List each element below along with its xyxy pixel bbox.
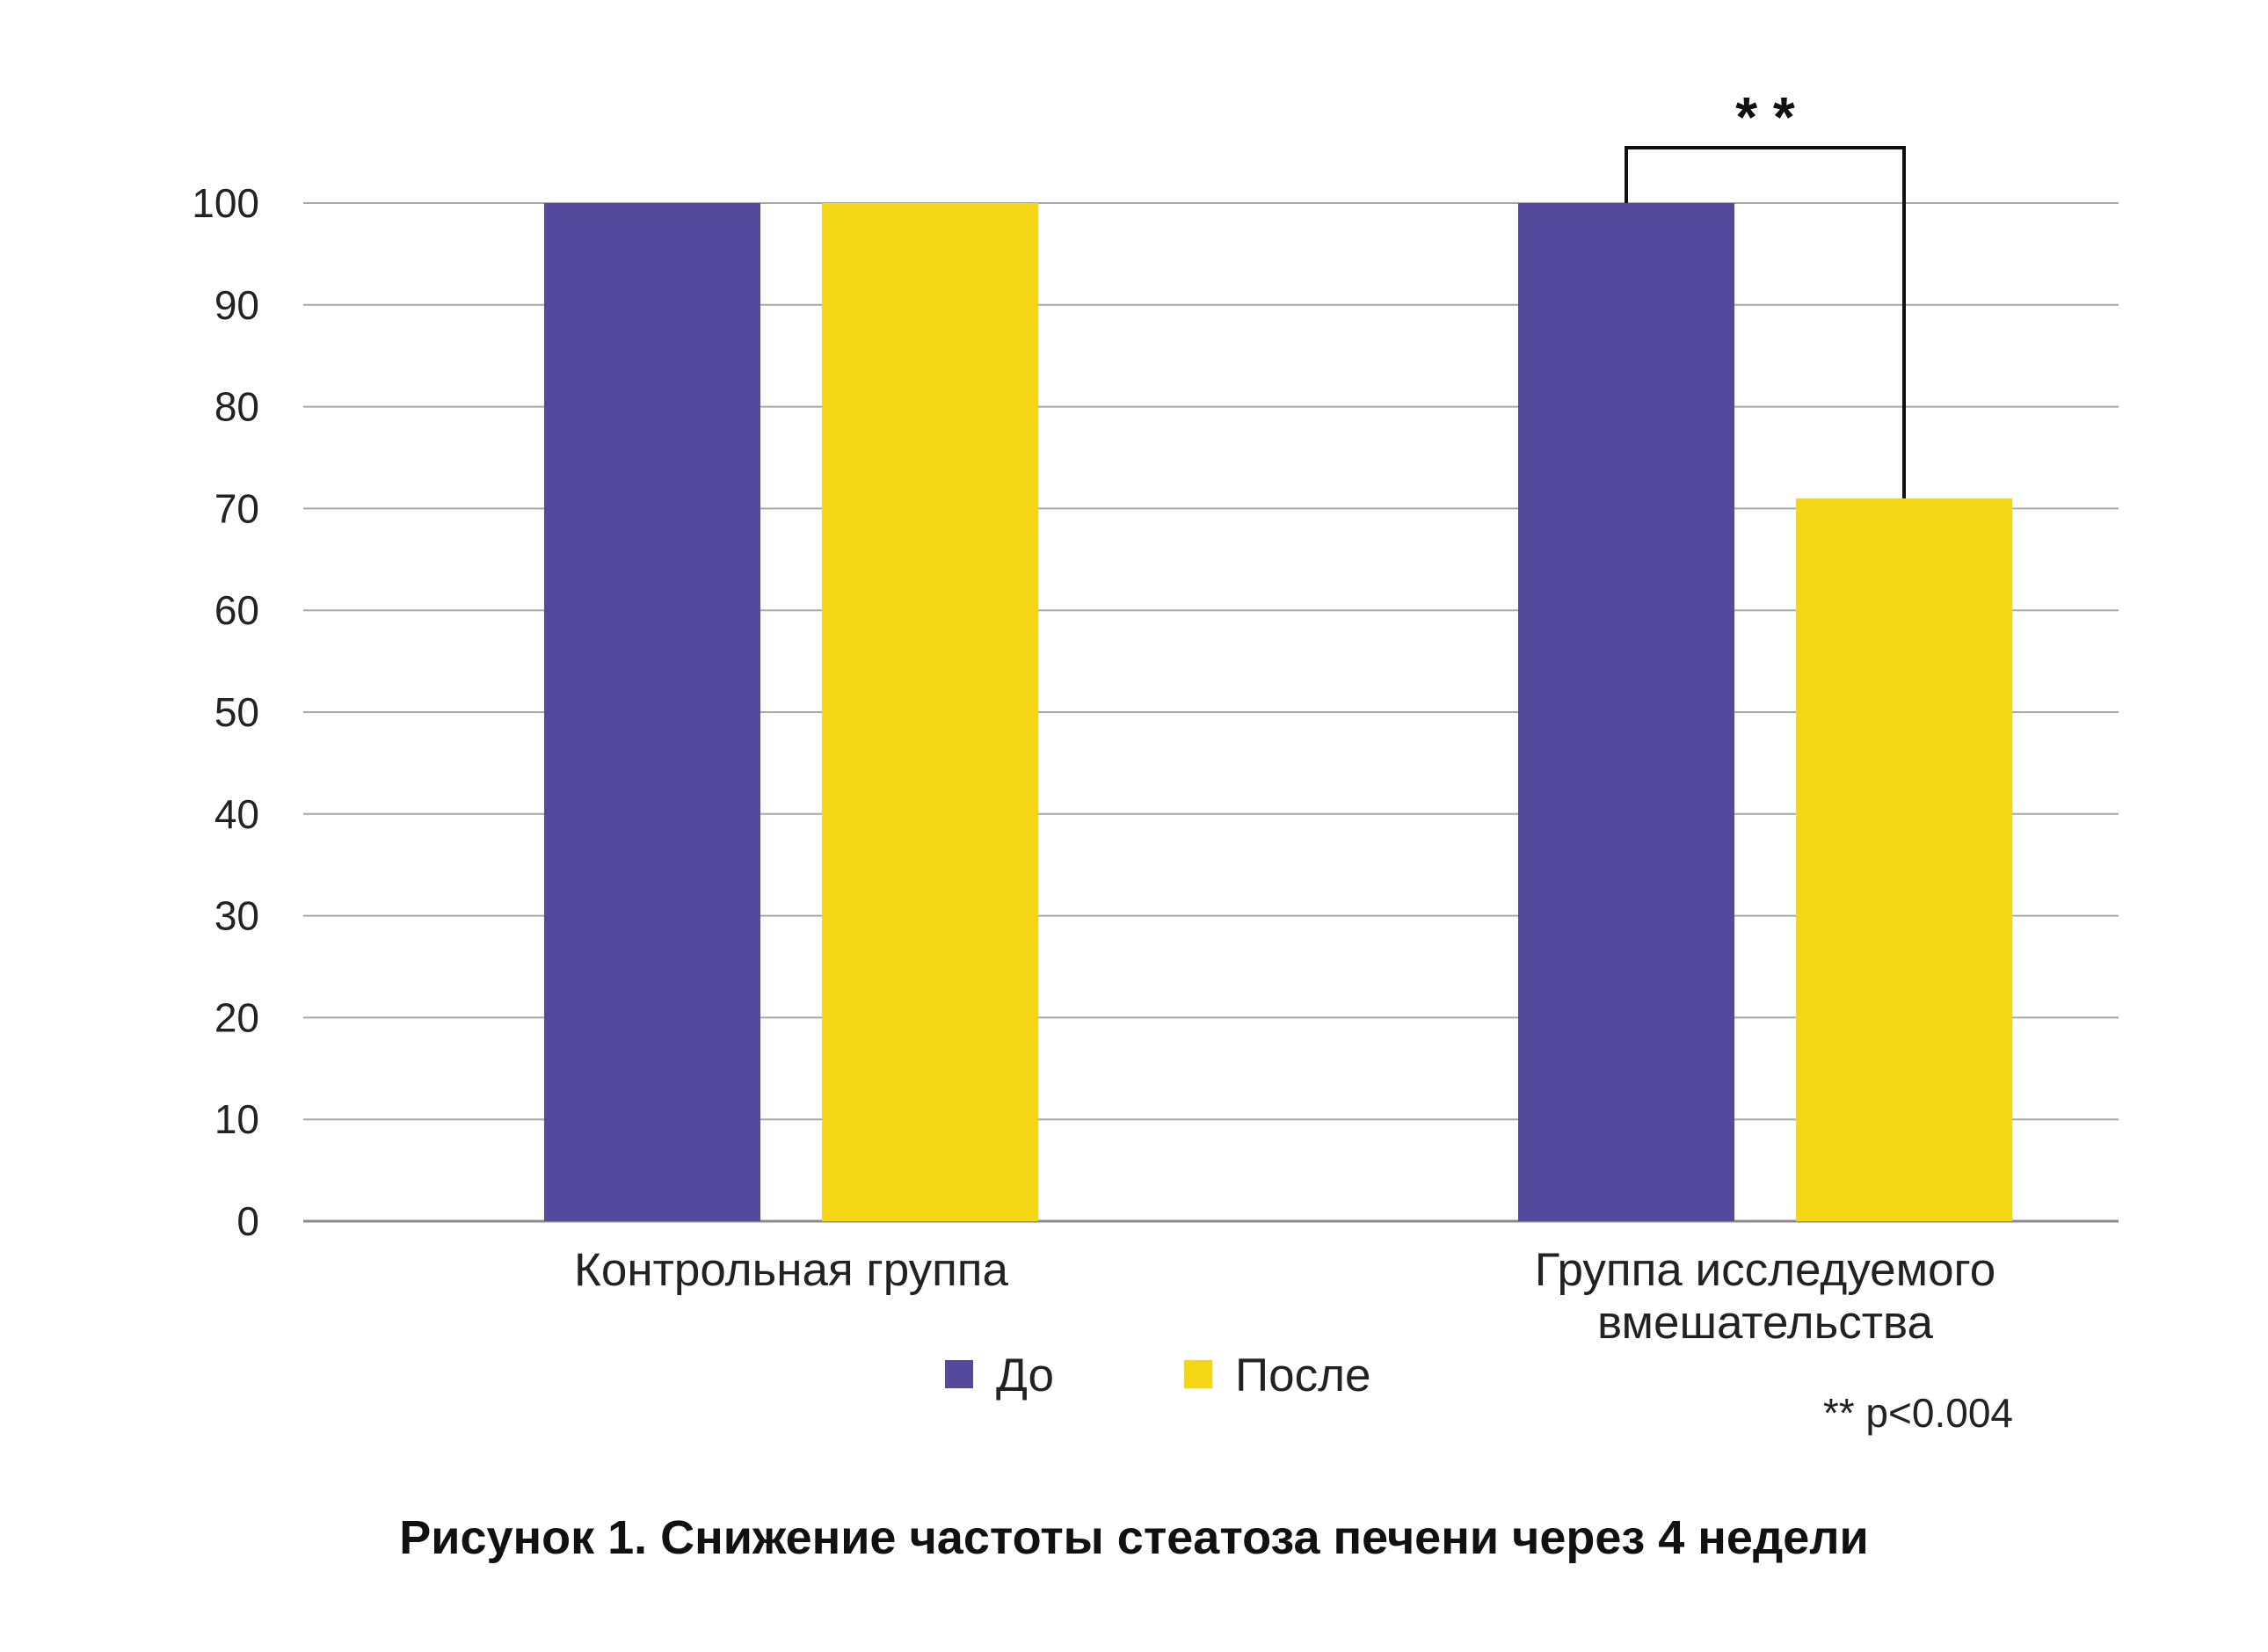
bars xyxy=(544,203,2012,1221)
y-tick-label: 60 xyxy=(214,587,259,633)
legend-swatch xyxy=(1184,1360,1212,1388)
y-tick-label: 50 xyxy=(214,689,259,735)
x-category-label: Контрольная группа xyxy=(574,1244,1009,1296)
x-category-label: Группа исследуемого xyxy=(1535,1244,1995,1296)
y-tick-label: 90 xyxy=(214,282,259,328)
legend-swatch xyxy=(945,1360,973,1388)
y-tick-label: 30 xyxy=(214,893,259,939)
y-tick-label: 70 xyxy=(214,485,259,531)
figure-caption: Рисунок 1. Снижение частоты стеатоза печ… xyxy=(399,1511,1869,1564)
bar xyxy=(544,203,760,1221)
x-axis-category-labels: Контрольная группа Группа исследуемоговме… xyxy=(574,1244,1995,1349)
bar xyxy=(822,203,1038,1221)
bar xyxy=(1518,203,1734,1221)
legend-label: До xyxy=(996,1350,1054,1401)
legend: До После xyxy=(945,1350,1370,1401)
y-tick-label: 100 xyxy=(192,180,259,226)
significance-bracket-line xyxy=(1625,146,1906,499)
y-axis-tick-labels: 0 10 20 30 40 50 60 70 80 90 100 xyxy=(192,180,259,1244)
y-tick-label: 40 xyxy=(214,791,259,837)
y-tick-label: 20 xyxy=(214,994,259,1040)
legend-label: После xyxy=(1235,1350,1370,1401)
x-category-label: вмешательства xyxy=(1597,1297,1934,1349)
bar xyxy=(1796,498,2012,1221)
y-tick-label: 0 xyxy=(236,1198,259,1244)
significance-marker: * * xyxy=(1735,85,1795,149)
y-tick-label: 80 xyxy=(214,384,259,430)
significance-bracket: * * xyxy=(1625,85,1906,499)
p-value-note: ** p<0.004 xyxy=(1823,1390,2013,1436)
y-tick-label: 10 xyxy=(214,1096,259,1142)
